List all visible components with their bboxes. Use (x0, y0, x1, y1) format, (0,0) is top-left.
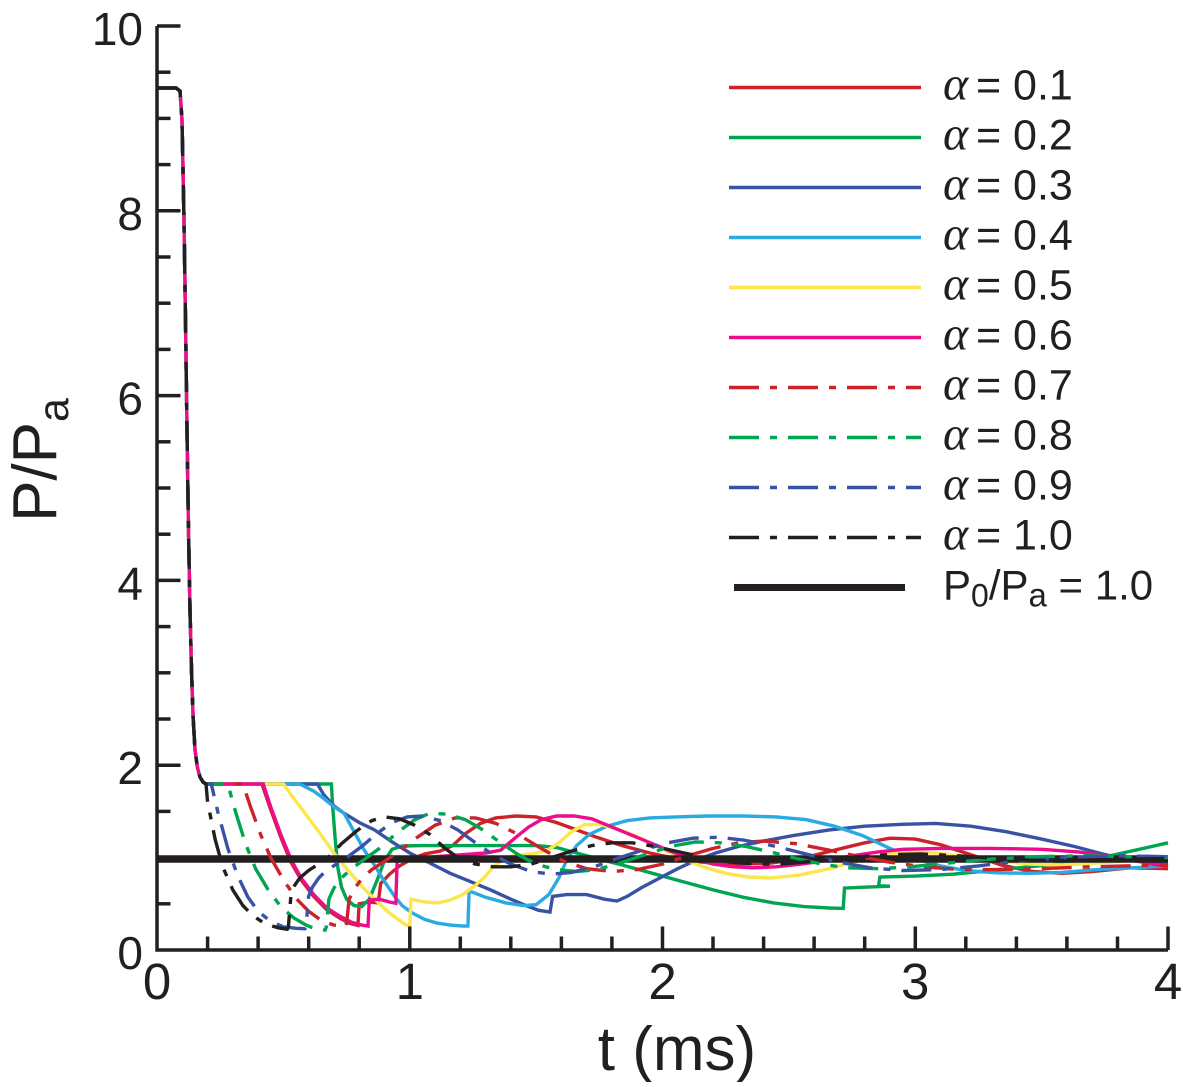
svg-text:1: 1 (396, 953, 424, 1010)
svg-text:α: α (943, 408, 969, 461)
svg-text:4: 4 (117, 557, 143, 609)
svg-text:P/Pa: P/Pa (1, 398, 78, 522)
svg-text:t (ms): t (ms) (598, 1015, 756, 1082)
svg-text:α: α (943, 358, 969, 411)
svg-text:α: α (943, 508, 969, 561)
svg-text:= 0.1: = 0.1 (976, 62, 1073, 110)
svg-text:α: α (943, 158, 969, 211)
svg-text:α: α (943, 108, 969, 161)
svg-text:α: α (943, 258, 969, 311)
svg-text:= 0.6: = 0.6 (976, 312, 1073, 360)
svg-text:α: α (943, 208, 969, 261)
svg-text:6: 6 (117, 373, 143, 425)
svg-text:3: 3 (901, 953, 929, 1010)
svg-text:α: α (943, 58, 969, 111)
svg-text:8: 8 (117, 188, 143, 240)
svg-text:= 0.8: = 0.8 (976, 412, 1073, 460)
svg-text:2: 2 (117, 742, 143, 794)
svg-text:= 0.3: = 0.3 (976, 162, 1073, 210)
svg-text:α: α (943, 308, 969, 361)
svg-text:2: 2 (648, 953, 676, 1010)
svg-text:0: 0 (143, 953, 171, 1010)
svg-text:P0/Pa = 1.0: P0/Pa = 1.0 (943, 562, 1153, 614)
svg-text:= 1.0: = 1.0 (976, 512, 1073, 560)
svg-text:4: 4 (1154, 953, 1182, 1010)
svg-text:= 0.2: = 0.2 (976, 112, 1073, 160)
svg-text:10: 10 (92, 3, 143, 55)
svg-text:= 0.5: = 0.5 (976, 262, 1073, 310)
svg-text:= 0.7: = 0.7 (976, 362, 1073, 410)
svg-text:α: α (943, 458, 969, 511)
svg-text:= 0.4: = 0.4 (976, 212, 1073, 260)
svg-text:= 0.9: = 0.9 (976, 462, 1073, 510)
svg-text:0: 0 (117, 927, 143, 979)
